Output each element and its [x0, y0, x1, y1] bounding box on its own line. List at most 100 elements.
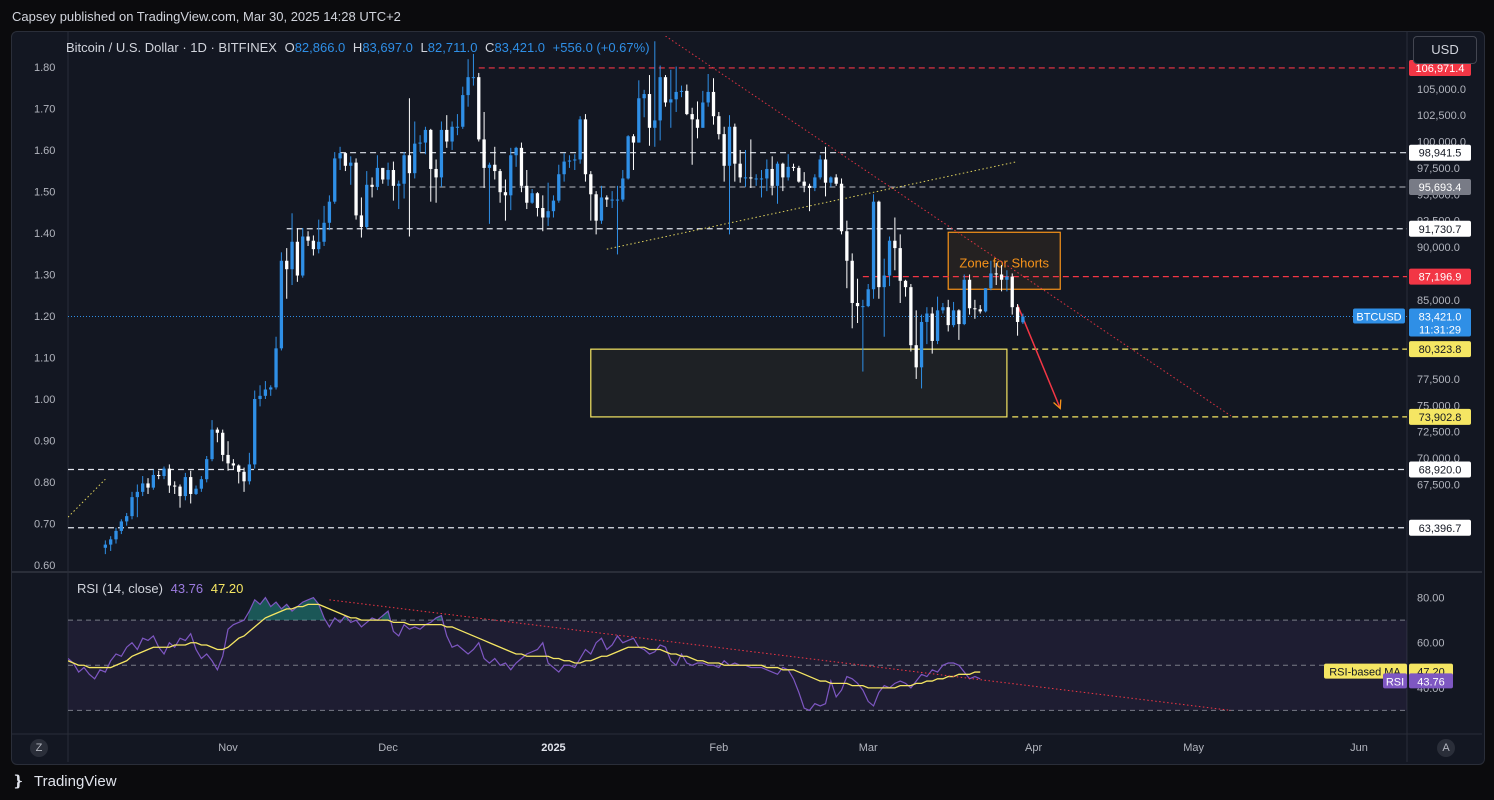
candle-body: [210, 429, 214, 460]
candle-body: [679, 90, 684, 92]
candle-body: [103, 544, 107, 548]
candle: [605, 195, 609, 207]
candle-body: [861, 306, 865, 308]
candle-body: [231, 463, 236, 466]
level-price-box: [1409, 341, 1471, 358]
candle-body: [279, 260, 284, 349]
candle: [562, 153, 566, 182]
candle: [162, 466, 166, 480]
candle-body: [690, 114, 694, 120]
candle: [141, 476, 145, 497]
candle: [775, 161, 780, 204]
price-axis-tick: 105,000.0: [1417, 84, 1466, 96]
candle-body: [583, 119, 588, 175]
candle: [589, 171, 593, 221]
rsi-overbought-fill: [343, 615, 348, 621]
candle-body: [727, 126, 732, 166]
candle: [322, 205, 326, 246]
rsi-plot: [68, 596, 1407, 712]
candle: [519, 142, 524, 193]
candle: [818, 155, 822, 180]
candle: [663, 75, 668, 107]
candle: [674, 66, 678, 112]
candle: [194, 485, 198, 496]
candle: [749, 139, 753, 188]
tradingview-logo[interactable]: ❵ TradingView: [12, 772, 117, 790]
top-bar: Capsey published on TradingView.com, Mar…: [0, 0, 1494, 32]
candle-body: [290, 241, 294, 270]
price-plot: Zone for Shorts: [68, 36, 1407, 555]
candle: [631, 134, 636, 171]
auto-scale-icon[interactable]: A: [1437, 739, 1455, 757]
price-axis-tick: 97,500.0: [1417, 163, 1460, 175]
currency-button[interactable]: USD: [1413, 36, 1477, 64]
candle: [935, 296, 940, 345]
rsi-title[interactable]: RSI (14, close): [77, 581, 163, 596]
candle-body: [962, 279, 966, 325]
timezone-icon[interactable]: Z: [30, 739, 48, 757]
rsi-trendline: [329, 599, 1232, 711]
candle: [647, 75, 652, 146]
last-price-box: [1409, 308, 1471, 337]
candle-body: [663, 77, 668, 103]
short-zone-box: [947, 231, 1061, 290]
candle: [423, 126, 428, 155]
candle: [866, 283, 870, 308]
candle-body: [226, 454, 230, 464]
candle: [957, 309, 961, 340]
candle: [306, 231, 310, 246]
legend-symbol[interactable]: Bitcoin / U.S. Dollar · 1D · BITFINEX: [66, 40, 277, 55]
candle: [546, 182, 550, 226]
candle-body: [573, 159, 577, 161]
candle: [573, 154, 577, 171]
candle: [370, 177, 374, 198]
candle-body: [871, 201, 876, 290]
level-price-box: [1409, 178, 1471, 195]
candle-body: [850, 260, 854, 303]
candle: [237, 464, 241, 484]
candle: [482, 111, 486, 188]
candle-body: [322, 222, 326, 242]
rsi-axis-value: 43.76: [1417, 676, 1445, 688]
rsi-line: [68, 596, 981, 712]
candle: [397, 180, 401, 210]
candle-body: [434, 168, 438, 178]
candle: [882, 258, 886, 337]
legend-low-label: L: [420, 40, 428, 55]
candle-body: [375, 167, 380, 187]
candle: [279, 252, 284, 351]
candle: [253, 390, 257, 469]
rsi-axis-tick: 60.00: [1417, 638, 1445, 650]
candle-body: [333, 158, 337, 202]
candle: [802, 172, 806, 193]
candle: [695, 101, 700, 139]
candle: [797, 165, 801, 183]
candle: [1005, 270, 1009, 292]
candle-body: [722, 134, 726, 166]
candle: [946, 299, 950, 332]
candle-body: [487, 164, 492, 168]
left-axis-tick: 1.80: [34, 62, 55, 74]
rsi-ma-line: [68, 603, 981, 689]
candle-body: [274, 348, 278, 388]
candle: [290, 213, 294, 286]
symbol-legend: Bitcoin / U.S. Dollar · 1D · BITFINEX O8…: [66, 40, 654, 55]
rsi-value-box: [1409, 673, 1453, 689]
candle-body: [151, 474, 156, 488]
candle: [690, 107, 694, 165]
candle: [375, 155, 380, 191]
candle-body: [354, 162, 358, 216]
candle: [594, 191, 598, 235]
level-price-box: [1409, 144, 1471, 161]
candle: [999, 264, 1004, 292]
chart-frame[interactable]: [11, 31, 1485, 765]
candle: [514, 146, 518, 167]
candle: [493, 146, 497, 180]
candle: [807, 183, 812, 212]
price-axis-tick: 90,000.0: [1417, 242, 1460, 254]
candle-body: [957, 310, 961, 325]
candle-body: [359, 215, 364, 227]
candle-body: [989, 273, 993, 289]
candle: [962, 274, 966, 326]
